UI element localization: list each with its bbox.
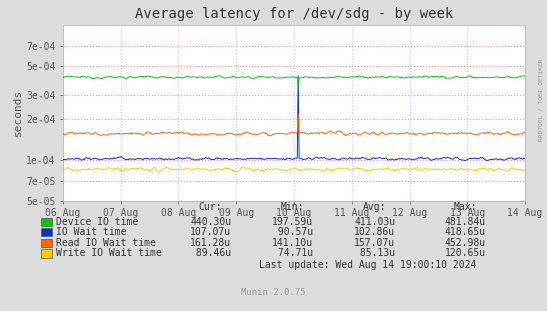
Y-axis label: seconds: seconds: [13, 89, 23, 136]
Title: Average latency for /dev/sdg - by week: Average latency for /dev/sdg - by week: [135, 7, 453, 21]
Text: 120.65u: 120.65u: [444, 248, 486, 258]
Text: IO Wait time: IO Wait time: [56, 227, 127, 237]
Text: 418.65u: 418.65u: [444, 227, 486, 237]
Text: 440.30u: 440.30u: [190, 217, 231, 227]
Text: Max:: Max:: [453, 202, 476, 212]
Text: 197.59u: 197.59u: [272, 217, 313, 227]
Text: Avg:: Avg:: [363, 202, 386, 212]
Text: Cur:: Cur:: [199, 202, 222, 212]
Text: Read IO Wait time: Read IO Wait time: [56, 238, 156, 248]
Text: 161.28u: 161.28u: [190, 238, 231, 248]
Text: 481.84u: 481.84u: [444, 217, 486, 227]
Text: 157.07u: 157.07u: [354, 238, 395, 248]
Text: 85.13u: 85.13u: [354, 248, 395, 258]
Text: 102.86u: 102.86u: [354, 227, 395, 237]
Text: Write IO Wait time: Write IO Wait time: [56, 248, 162, 258]
Text: 411.03u: 411.03u: [354, 217, 395, 227]
Text: 90.57u: 90.57u: [272, 227, 313, 237]
Text: 107.07u: 107.07u: [190, 227, 231, 237]
Text: Munin 2.0.75: Munin 2.0.75: [241, 288, 306, 297]
Text: Device IO time: Device IO time: [56, 217, 138, 227]
Text: 452.98u: 452.98u: [444, 238, 486, 248]
Text: 141.10u: 141.10u: [272, 238, 313, 248]
Text: 89.46u: 89.46u: [190, 248, 231, 258]
Text: Last update: Wed Aug 14 19:00:10 2024: Last update: Wed Aug 14 19:00:10 2024: [259, 260, 476, 270]
Text: RRDTOOL / TOBI OETIKER: RRDTOOL / TOBI OETIKER: [538, 58, 543, 141]
Text: 74.71u: 74.71u: [272, 248, 313, 258]
Text: Min:: Min:: [281, 202, 304, 212]
